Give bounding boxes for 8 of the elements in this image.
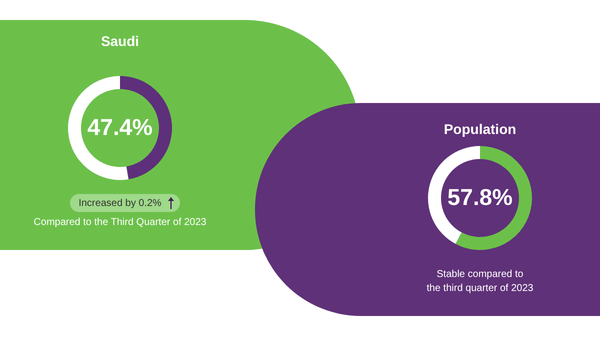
text: the third quarter of 2023 <box>426 283 534 294</box>
text: Stable compared to <box>436 269 524 280</box>
text: Compared to the Third Quarter of 2023 <box>34 217 207 228</box>
data-label: 47.4% <box>87 114 153 140</box>
chart-title: Population <box>444 121 516 137</box>
data-label: 57.8% <box>447 184 513 210</box>
text: Increased by 0.2% <box>78 198 162 209</box>
chart-title: Saudi <box>100 33 140 49</box>
